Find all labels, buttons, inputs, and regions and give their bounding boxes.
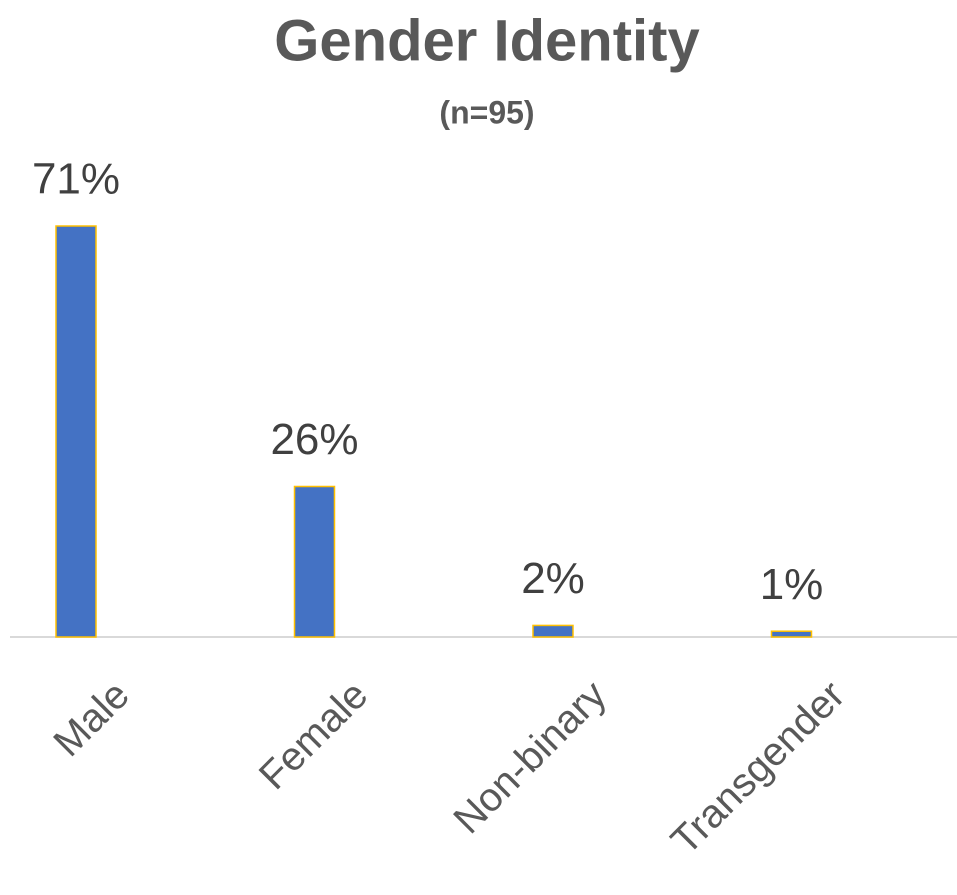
chart-title: Gender Identity — [274, 8, 699, 73]
value-label: 71% — [32, 155, 120, 204]
bar — [55, 225, 97, 638]
value-label: 2% — [521, 554, 585, 603]
chart-subtitle: (n=95) — [439, 94, 534, 130]
value-label: 1% — [760, 560, 824, 609]
bar — [532, 624, 574, 638]
x-tick-label: Non-binary — [445, 673, 614, 842]
value-label: 26% — [270, 415, 358, 464]
x-tick-label: Female — [251, 673, 376, 798]
x-tick-label: Male — [45, 673, 137, 765]
bar — [770, 630, 813, 638]
bar — [293, 485, 336, 638]
x-tick-label: Transgender — [663, 673, 853, 863]
